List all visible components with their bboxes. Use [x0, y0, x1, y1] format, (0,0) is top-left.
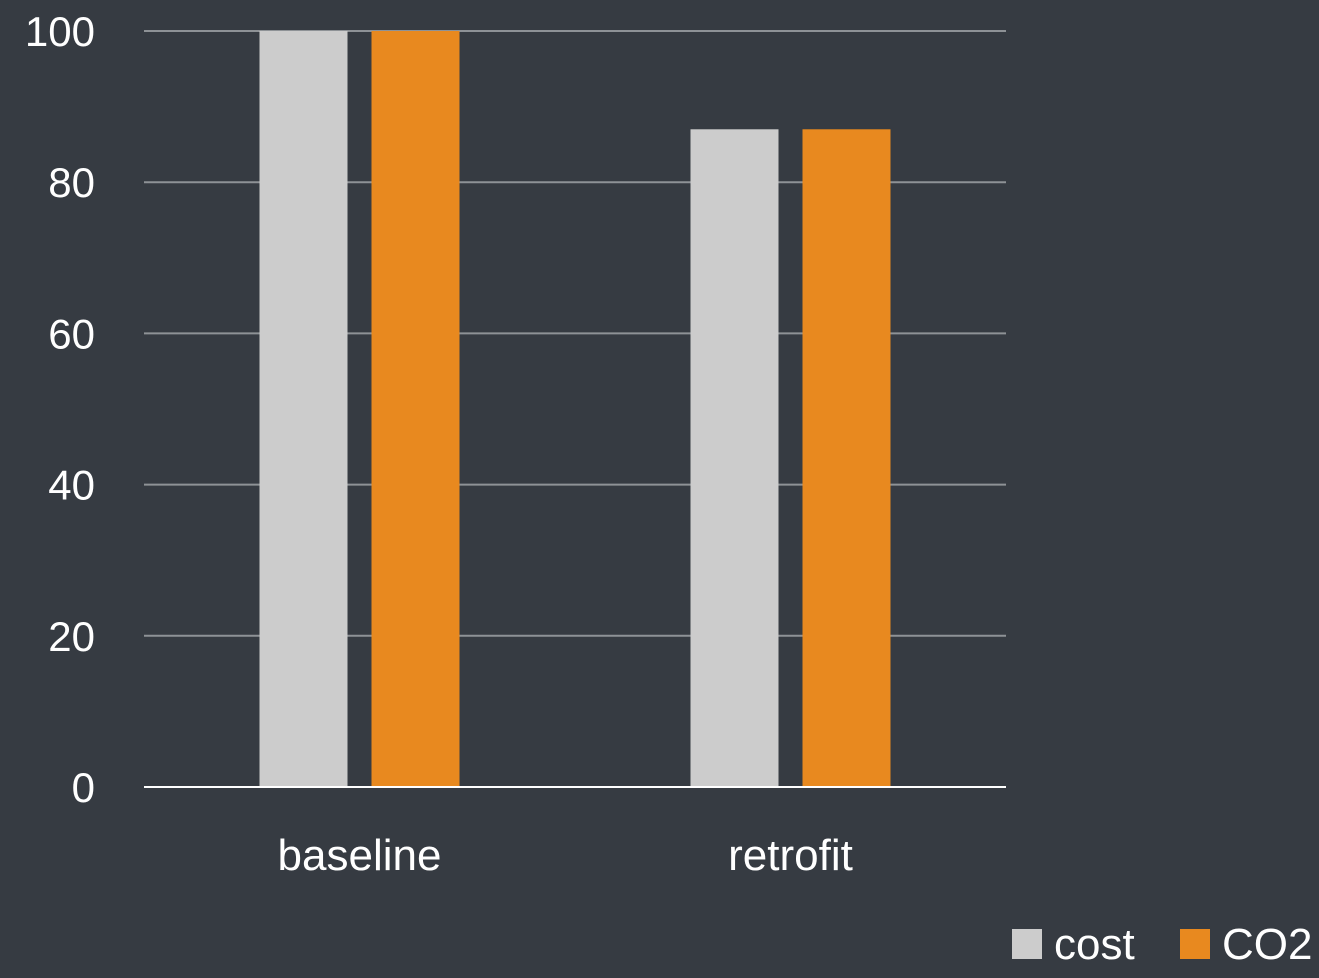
legend: cost CO2	[1012, 920, 1312, 969]
y-tick-label: 20	[48, 613, 95, 660]
y-tick-label: 60	[48, 310, 95, 357]
bar-baseline-CO2	[371, 31, 460, 787]
y-tick-label: 80	[48, 159, 95, 206]
legend-swatch-cost	[1012, 929, 1042, 959]
x-category-label-retrofit: retrofit	[728, 831, 853, 880]
x-category-label-baseline: baseline	[278, 831, 442, 880]
bar-retrofit-CO2	[802, 129, 891, 787]
bar-baseline-cost	[259, 31, 348, 787]
y-tick-label: 100	[25, 8, 95, 55]
legend-swatch-CO2	[1180, 929, 1210, 959]
x-axis-categories: baseline retrofit	[278, 831, 853, 880]
legend-label-CO2: CO2	[1222, 920, 1312, 969]
y-tick-label: 40	[48, 462, 95, 509]
legend-label-cost: cost	[1054, 920, 1135, 969]
bar-retrofit-cost	[690, 129, 779, 787]
bars	[259, 31, 891, 787]
y-tick-label: 0	[72, 764, 95, 811]
y-axis-ticks: 0 20 40 60 80 100	[25, 8, 95, 811]
